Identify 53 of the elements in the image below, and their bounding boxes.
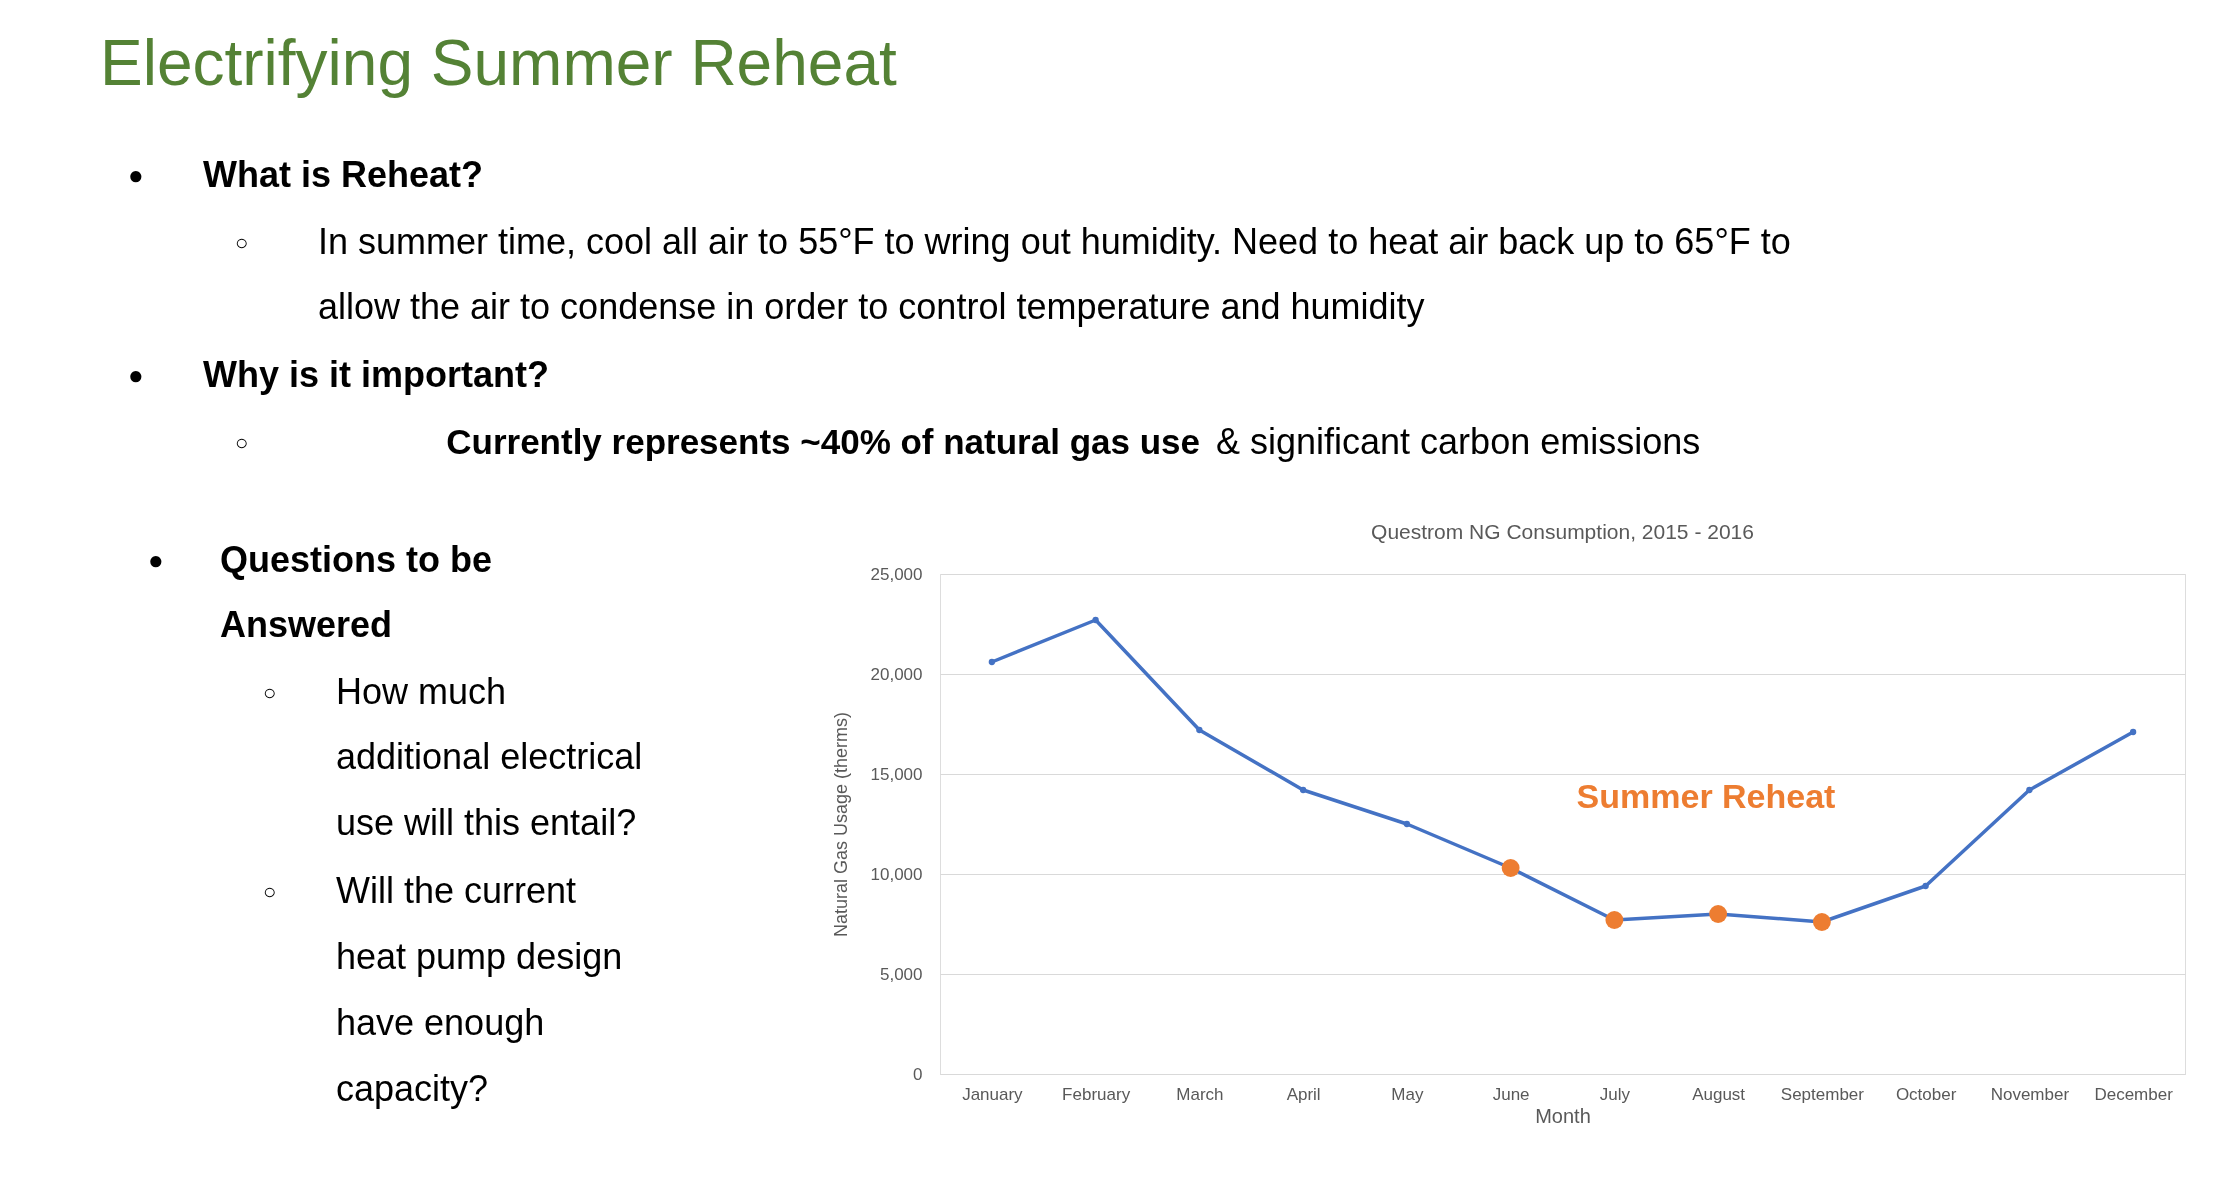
x-tick-label: December — [2094, 1084, 2174, 1104]
x-tick-label: October — [1895, 1084, 1957, 1104]
text: ○ — [235, 230, 249, 255]
point — [1922, 882, 1929, 890]
text: Answered — [220, 604, 393, 645]
text: ○ — [235, 430, 249, 455]
text: have enough — [336, 1002, 545, 1043]
y-tick-label: 0 — [913, 1064, 923, 1084]
x-tick-label: February — [1062, 1084, 1131, 1104]
text: Currently represents ~40% of natural gas use — [446, 422, 1200, 461]
text: Will the current — [336, 870, 577, 911]
y-tick-label: 5,000 — [879, 964, 923, 984]
text: In summer time, cool all air to 55°F to wring out humidity. Need to heat air back up to 65°F to — [318, 221, 1791, 262]
text: Questions to be — [220, 539, 493, 580]
point — [1092, 616, 1099, 624]
x-tick-label: August — [1692, 1084, 1746, 1104]
point — [2129, 728, 2137, 736]
point — [1299, 786, 1307, 794]
x-tick-label: July — [1599, 1084, 1631, 1104]
x-tick-label: June — [1492, 1084, 1530, 1104]
text: additional electrical — [336, 736, 643, 777]
x-tick-label: March — [1176, 1084, 1224, 1104]
text: How much — [336, 671, 507, 712]
x-tick-label: September — [1780, 1084, 1865, 1104]
x-tick-label: November — [1990, 1084, 2070, 1104]
point — [1196, 726, 1203, 734]
text: Electrifying Summer Reheat — [100, 27, 897, 99]
point — [2026, 786, 2033, 794]
y-tick-label: 20,000 — [870, 664, 923, 684]
y-tick-label: 10,000 — [870, 864, 923, 884]
y-tick-label: 15,000 — [870, 764, 923, 784]
text: ● — [128, 360, 144, 390]
point — [988, 658, 996, 666]
text: capacity? — [336, 1068, 489, 1109]
text: allow the air to condense in order to control temperature and humidity — [318, 286, 1425, 327]
text: ○ — [263, 680, 277, 705]
x-tick-label: April — [1286, 1084, 1321, 1104]
annotation: Summer Reheat — [1576, 777, 1836, 815]
text: ● — [148, 545, 164, 575]
text: What is Reheat? — [203, 154, 484, 195]
chart-title: Questrom NG Consumption, 2015 - 2016 — [1371, 520, 1754, 543]
text: use will this entail? — [336, 802, 637, 843]
x-axis-title: Month — [1535, 1104, 1591, 1127]
x-tick-label: May — [1391, 1084, 1424, 1104]
text: ○ — [263, 879, 277, 904]
text: heat pump design — [336, 936, 623, 977]
text: ● — [128, 160, 144, 190]
text: & significant carbon emissions — [1216, 421, 1701, 462]
x-tick-label: January — [962, 1084, 1024, 1104]
y-axis-title: Natural Gas Usage (therms) — [830, 711, 851, 938]
point — [1403, 820, 1411, 828]
y-tick-label: 25,000 — [870, 564, 923, 584]
text: Why is it important? — [203, 354, 549, 395]
